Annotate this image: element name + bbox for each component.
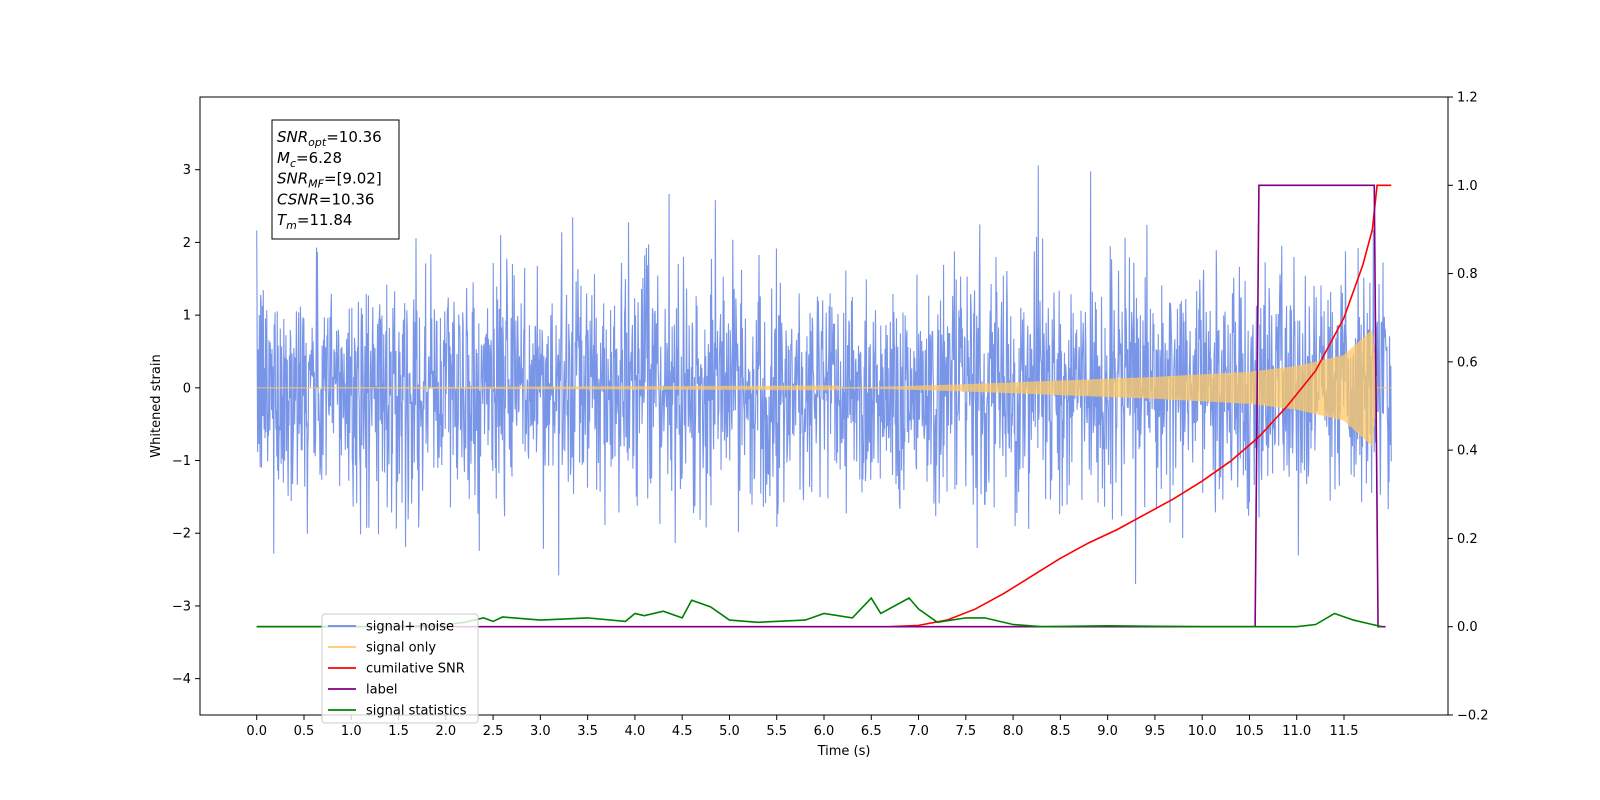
legend: signal+ noise signal only cumilative SNR la… — [321, 613, 479, 724]
stat-symbol: SNR — [277, 128, 308, 146]
stat-symbol: CSNR — [277, 190, 319, 208]
x-tick-label: 1.5 — [388, 724, 409, 739]
y-right-tick-label: 0.0 — [1457, 620, 1478, 635]
stat-value: =[9.02] — [324, 170, 382, 188]
y-right-tick-label: −0.2 — [1457, 709, 1489, 724]
x-tick-label: 6.5 — [861, 724, 882, 739]
stat-value: =6.28 — [296, 149, 342, 167]
stat-value: =10.36 — [319, 190, 375, 208]
y-right-tick-label: 0.6 — [1457, 355, 1478, 370]
x-tick-label: 9.5 — [1145, 724, 1166, 739]
series-group — [256, 165, 1392, 628]
stat-line: Mc=6.28 — [277, 149, 342, 170]
stats-annotation-box: SNRopt=10.36Mc=6.28SNRMF=[9.02]CSNR=10.3… — [271, 119, 400, 240]
y-right-tick-label: 0.8 — [1457, 267, 1478, 282]
stat-subscript: MF — [308, 178, 324, 191]
x-tick-label: 0.0 — [246, 724, 267, 739]
legend-label: label — [366, 683, 397, 698]
x-tick-label: 11.0 — [1282, 724, 1311, 739]
x-tick-label: 5.0 — [719, 724, 740, 739]
y-axis-title: Whitened strain — [149, 354, 164, 457]
stat-symbol: SNR — [277, 170, 308, 188]
y-right-tick-label: 1.2 — [1457, 91, 1478, 106]
axes: 0.0 0.5 1.0 1.5 2.0 2.5 3.0 3.5 4.0 4.5 5.0 5.5 6.0 6… — [149, 91, 1489, 760]
stat-symbol: M — [277, 149, 290, 167]
stat-value: =10.36 — [326, 128, 382, 146]
y-left-tick-label: 2 — [183, 236, 191, 251]
legend-label: signal+ noise — [366, 620, 454, 635]
stat-symbol: T — [277, 211, 288, 229]
x-tick-label: 3.0 — [530, 724, 551, 739]
y-left-tick-label: −1 — [172, 454, 191, 469]
x-tick-label: 10.5 — [1235, 724, 1264, 739]
series-signal-statistics — [256, 596, 1383, 628]
x-tick-label: 6.0 — [814, 724, 835, 739]
y-left-tick-label: 1 — [183, 309, 191, 324]
x-tick-label: 9.0 — [1097, 724, 1118, 739]
series-cumulative-snr — [890, 184, 1392, 628]
x-tick-label: 5.5 — [766, 724, 787, 739]
x-tick-label: 7.5 — [955, 724, 976, 739]
legend-frame — [321, 613, 479, 724]
x-tick-label: 3.5 — [577, 724, 598, 739]
y-right-tick-label: 0.4 — [1457, 444, 1478, 459]
plot-area — [256, 165, 1392, 628]
x-tick-label: 7.0 — [908, 724, 929, 739]
x-tick-label: 8.0 — [1003, 724, 1024, 739]
legend-label: cumilative SNR — [366, 662, 465, 677]
stat-subscript: c — [290, 157, 296, 170]
series-signal-only — [256, 329, 1392, 446]
stats-box-frame — [271, 119, 400, 240]
y-left-tick-label: −2 — [172, 527, 191, 542]
y-right-tick-label: 1.0 — [1457, 179, 1478, 194]
x-axis-title: Time (s) — [817, 744, 871, 759]
x-tick-label: 2.0 — [435, 724, 456, 739]
x-tick-label: 11.5 — [1330, 724, 1359, 739]
y-left-tick-label: 0 — [183, 381, 191, 396]
x-tick-label: 2.5 — [483, 724, 504, 739]
stat-subscript: opt — [308, 136, 327, 149]
y-left-tick-label: −4 — [172, 672, 191, 687]
stat-line: SNRopt=10.36 — [277, 128, 382, 149]
x-tick-label: 4.5 — [672, 724, 693, 739]
x-tick-label: 10.0 — [1188, 724, 1217, 739]
y-right-tick-label: 0.2 — [1457, 532, 1478, 547]
legend-label: signal statistics — [366, 704, 467, 719]
stat-subscript: m — [286, 219, 297, 232]
x-tick-label: 8.5 — [1050, 724, 1071, 739]
stat-line: CSNR=10.36 — [277, 190, 374, 208]
x-tick-label: 4.0 — [625, 724, 646, 739]
stat-line: SNRMF=[9.02] — [277, 170, 382, 191]
x-tick-label: 0.5 — [294, 724, 315, 739]
stat-value: =11.84 — [297, 211, 353, 229]
legend-label: signal only — [366, 641, 436, 656]
stat-line: Tm=11.84 — [277, 211, 352, 232]
y-left-tick-label: −3 — [172, 599, 191, 614]
y-left-tick-label: 3 — [183, 163, 191, 178]
x-tick-label: 1.0 — [341, 724, 362, 739]
